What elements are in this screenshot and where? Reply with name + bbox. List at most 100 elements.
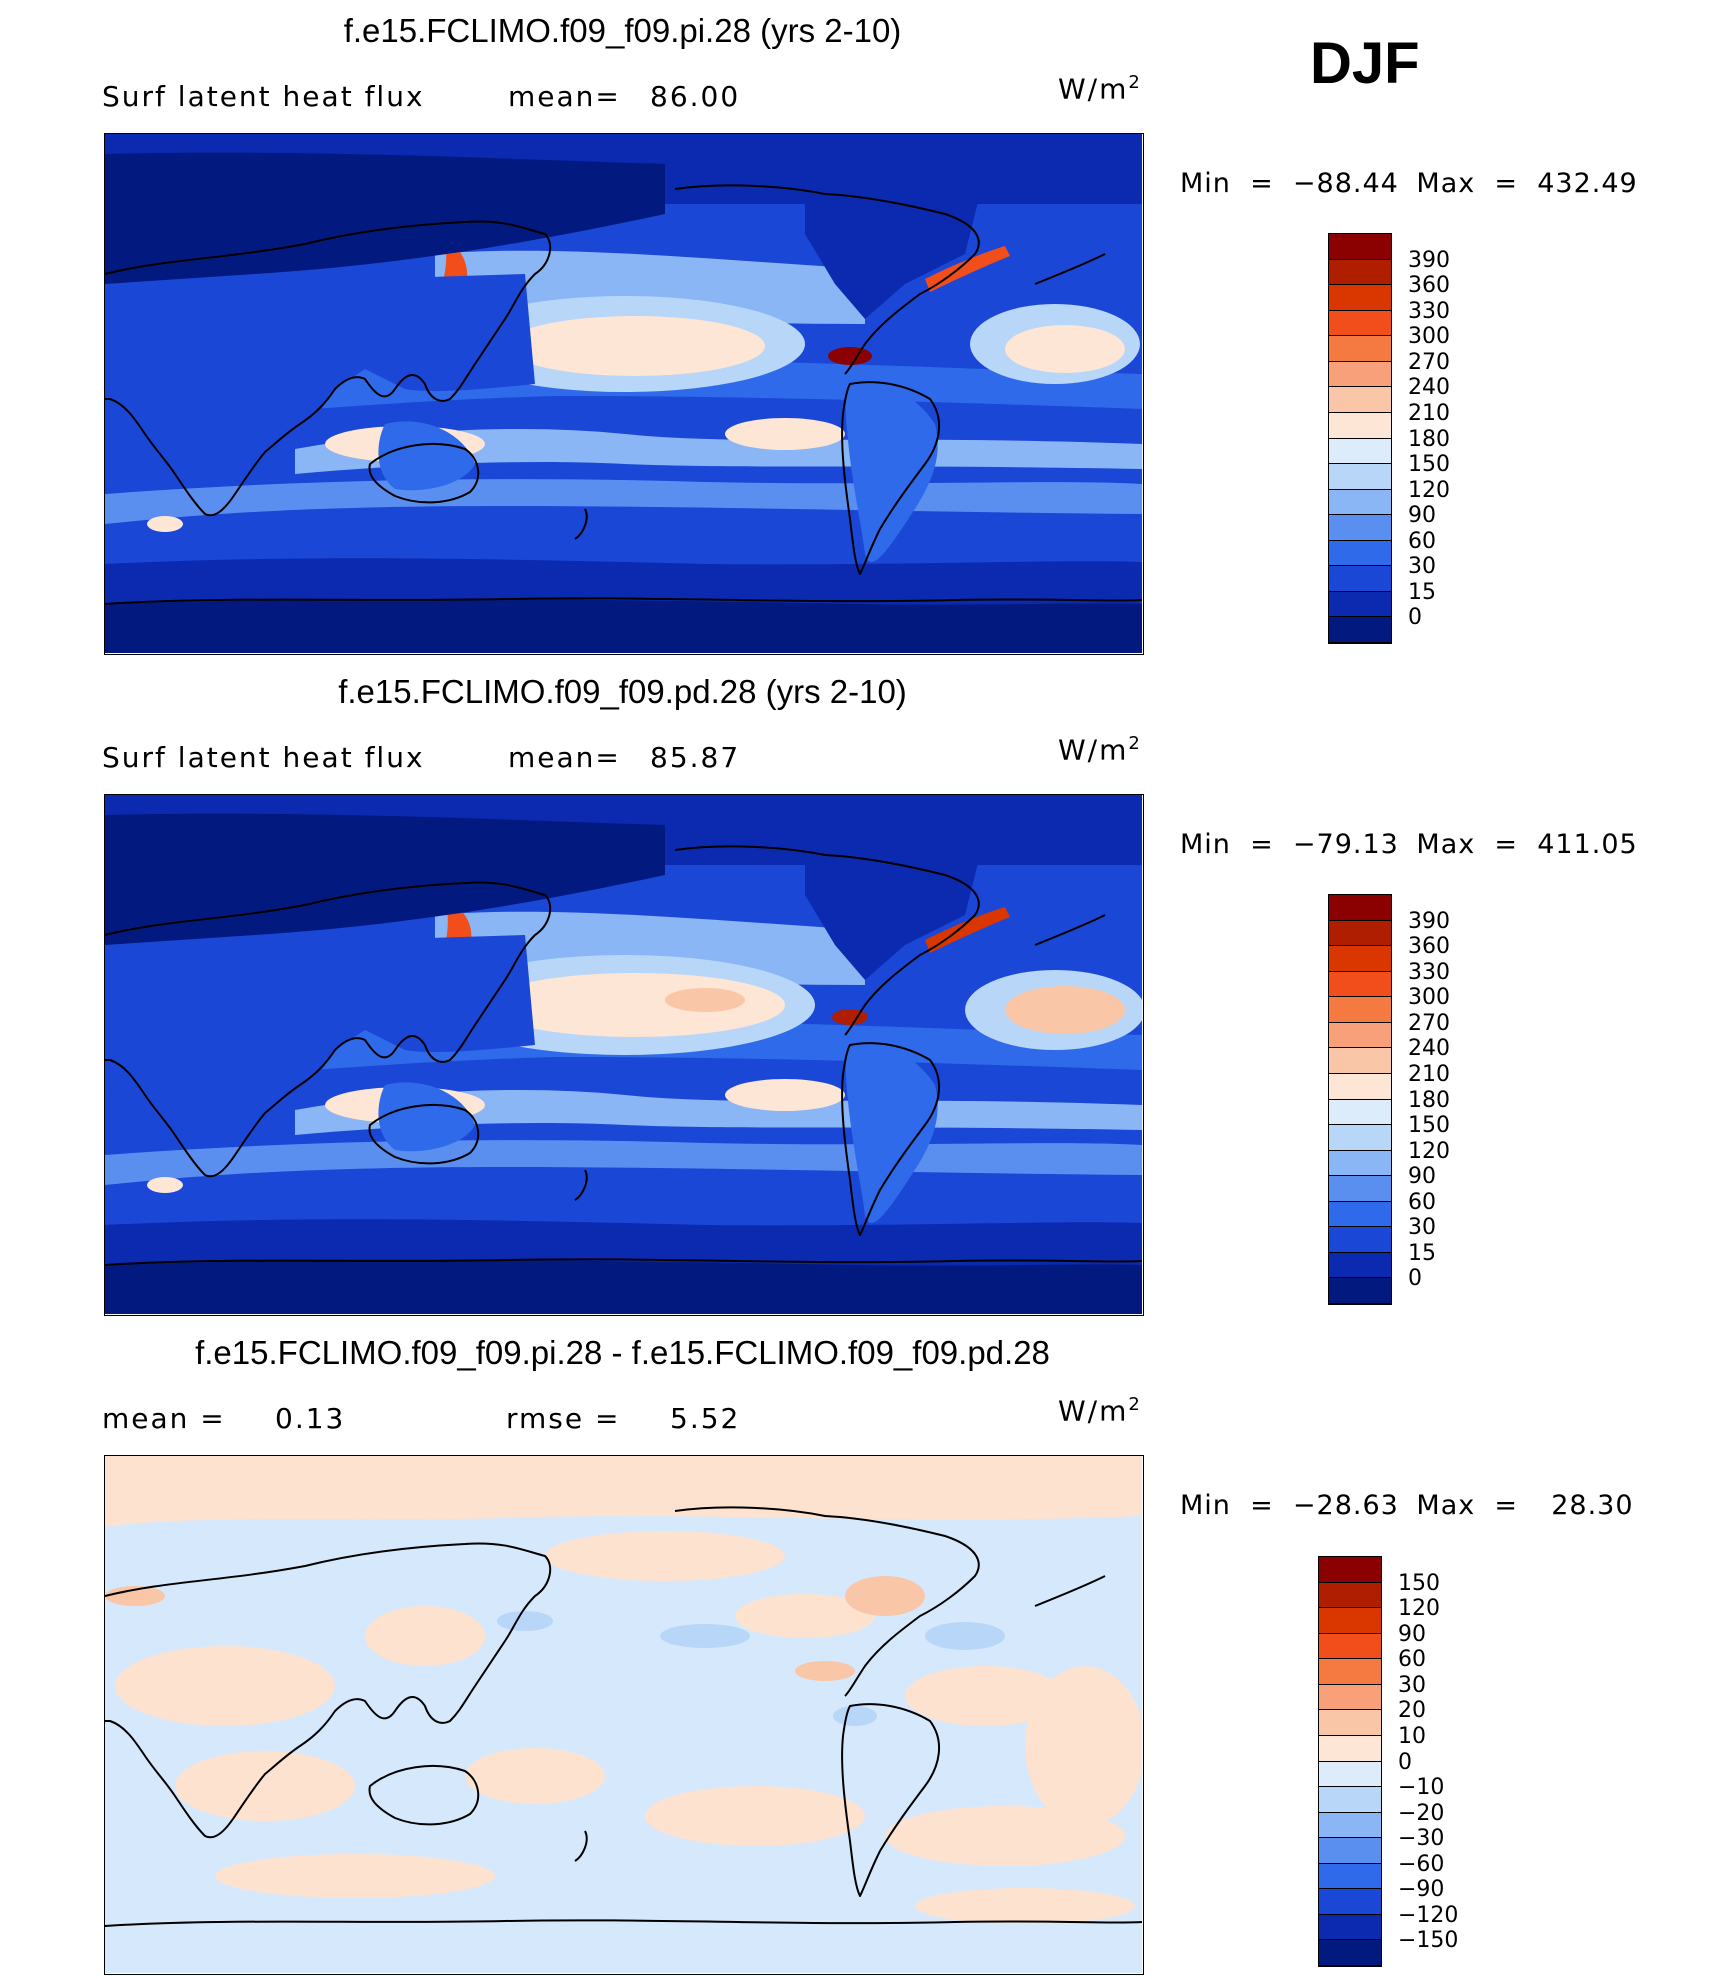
colorbar-tick-label: −20 xyxy=(1398,1800,1445,1826)
colorbar-tick-label: 360 xyxy=(1408,934,1450,960)
colorbar-box xyxy=(1329,895,1391,921)
colorbar-tick-label: 0 xyxy=(1398,1749,1412,1775)
coastline-outline xyxy=(105,184,1142,605)
colorbar-box xyxy=(1329,259,1391,286)
panel-2-map-field xyxy=(105,795,1142,1314)
colorbar-box xyxy=(1329,438,1391,465)
colorbar-box xyxy=(1329,489,1391,516)
season-label: DJF xyxy=(1310,31,1420,96)
colorbar-tick-label: 240 xyxy=(1408,1036,1450,1062)
colorbar-box xyxy=(1319,1684,1381,1711)
colorbar-tick-label: 10 xyxy=(1398,1723,1426,1749)
colorbar-tick-label: 180 xyxy=(1408,1087,1450,1113)
colorbar-tick-label: 90 xyxy=(1398,1621,1426,1647)
colorbar-box xyxy=(1329,1176,1391,1202)
colorbar-box xyxy=(1319,1787,1381,1813)
panel-3-mean-value: 0.13 xyxy=(275,1402,346,1435)
colorbar-box xyxy=(1329,1048,1391,1074)
panel-1-max-eq: = xyxy=(1484,168,1528,199)
colorbar-tick-label: 150 xyxy=(1408,1113,1450,1139)
panel-3-rmse-value: 5.52 xyxy=(670,1402,741,1435)
panel-3-mean-label: mean = xyxy=(102,1402,226,1435)
colorbar-tick-label: −150 xyxy=(1398,1928,1459,1954)
colorbar-tick-label: −30 xyxy=(1398,1826,1445,1852)
colorbar-box xyxy=(1329,971,1391,998)
panel-3-colorbar xyxy=(1318,1556,1382,1967)
colorbar-tick-label: 120 xyxy=(1398,1596,1440,1622)
colorbar-box xyxy=(1329,591,1391,618)
panel-1-colorbar xyxy=(1328,233,1392,644)
colorbar-box xyxy=(1329,361,1391,388)
panel-1-min-label: Min xyxy=(1180,168,1231,199)
panel-1-title: f.e15.FCLIMO.f09_f09.pi.28 (yrs 2-10) xyxy=(343,12,902,49)
colorbar-box xyxy=(1319,1659,1381,1685)
panel-1-min-value: −88.44 xyxy=(1292,168,1399,199)
colorbar-tick-label: 330 xyxy=(1408,298,1450,324)
panel-3-max-eq: = xyxy=(1484,1490,1528,1521)
colorbar-tick-label: 90 xyxy=(1408,1164,1436,1190)
colorbar-box xyxy=(1319,1710,1381,1736)
colorbar-box xyxy=(1329,1125,1391,1151)
panel-2-mean-value: 85.87 xyxy=(650,741,741,774)
panel-2-min-eq: = xyxy=(1240,829,1284,860)
coastline-outline xyxy=(105,845,1142,1266)
colorbar-box xyxy=(1329,1278,1391,1304)
colorbar-tick-label: 60 xyxy=(1408,528,1436,554)
colorbar-box xyxy=(1329,387,1391,413)
panel-3-min-label: Min xyxy=(1180,1490,1231,1521)
colorbar-box xyxy=(1329,285,1391,311)
colorbar-box xyxy=(1329,540,1391,567)
panel-2-units: W/m2 xyxy=(1058,733,1142,767)
colorbar-box xyxy=(1329,234,1391,260)
colorbar-box xyxy=(1319,1761,1381,1788)
panel-3-max-label: Max xyxy=(1416,1490,1476,1521)
colorbar-box xyxy=(1329,1099,1391,1126)
panel-3-max-value: 28.30 xyxy=(1551,1490,1634,1521)
panel-3-map-field xyxy=(105,1456,1142,1973)
colorbar-tick-label: 150 xyxy=(1398,1570,1440,1596)
colorbar-box xyxy=(1329,617,1391,643)
panel-1-units: W/m2 xyxy=(1058,72,1142,106)
colorbar-tick-label: 120 xyxy=(1408,477,1450,503)
colorbar-tick-label: 240 xyxy=(1408,375,1450,401)
colorbar-box xyxy=(1329,997,1391,1023)
panel-1-variable-label: Surf latent heat flux xyxy=(102,80,425,113)
panel-2-max-value: 411.05 xyxy=(1537,829,1638,860)
panel-3-units: W/m2 xyxy=(1058,1394,1142,1428)
colorbar-box xyxy=(1319,1633,1381,1660)
colorbar-box xyxy=(1329,310,1391,337)
colorbar-box xyxy=(1319,1838,1381,1864)
colorbar-box xyxy=(1329,946,1391,972)
colorbar-tick-label: 60 xyxy=(1398,1647,1426,1673)
colorbar-tick-label: 120 xyxy=(1408,1138,1450,1164)
panel-3-title: f.e15.FCLIMO.f09_f09.pi.28 - f.e15.FCLIM… xyxy=(195,1334,1050,1371)
colorbar-box xyxy=(1329,464,1391,490)
colorbar-tick-label: 360 xyxy=(1408,273,1450,299)
panel-1-max-label: Max xyxy=(1416,168,1476,199)
colorbar-box xyxy=(1329,566,1391,592)
panel-1-mean-value: 86.00 xyxy=(650,80,741,113)
panel-2-mean-label: mean= xyxy=(508,741,621,774)
colorbar-tick-label: 180 xyxy=(1408,426,1450,452)
colorbar-box xyxy=(1319,1557,1381,1583)
panel-3-min-eq: = xyxy=(1240,1490,1284,1521)
colorbar-tick-label: 300 xyxy=(1408,324,1450,350)
colorbar-box xyxy=(1319,1914,1381,1941)
panel-2-min-label: Min xyxy=(1180,829,1231,860)
colorbar-tick-label: 390 xyxy=(1408,908,1450,934)
panel-1-max-value: 432.49 xyxy=(1537,168,1638,199)
colorbar-box xyxy=(1319,1889,1381,1915)
panel-2-minmax: Min = −79.13 Max = 411.05 xyxy=(1180,829,1638,860)
colorbar-box xyxy=(1329,336,1391,362)
colorbar-box xyxy=(1329,1227,1391,1253)
colorbar-tick-label: 270 xyxy=(1408,349,1450,375)
colorbar-box xyxy=(1329,412,1391,439)
colorbar-tick-label: −90 xyxy=(1398,1877,1445,1903)
colorbar-tick-label: 270 xyxy=(1408,1010,1450,1036)
colorbar-tick-label: −120 xyxy=(1398,1902,1459,1928)
panel-2-colorbar xyxy=(1328,894,1392,1305)
colorbar-box xyxy=(1329,920,1391,947)
colorbar-box xyxy=(1319,1863,1381,1890)
colorbar-tick-label: 330 xyxy=(1408,959,1450,985)
colorbar-box xyxy=(1319,1608,1381,1634)
